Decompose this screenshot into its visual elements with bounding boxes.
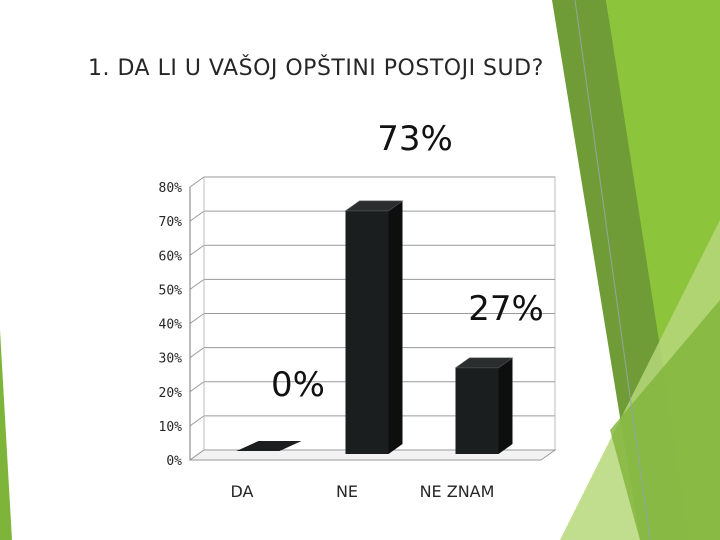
x-category-label: DA — [231, 482, 254, 501]
y-tick-label: 60% — [159, 249, 183, 264]
data-label: 27% — [468, 289, 544, 329]
slide-title: 1. DA LI U VAŠOJ OPŠTINI POSTOJI SUD? — [88, 56, 544, 81]
y-tick-label: 50% — [159, 283, 183, 298]
green-accent-bottom — [610, 300, 720, 540]
y-tick-label: 30% — [159, 352, 183, 367]
x-category-label: NE — [336, 482, 358, 501]
bar-front — [455, 367, 499, 454]
bar-layer — [236, 200, 514, 454]
bar-ne-znam — [454, 357, 514, 454]
y-tick-label: 10% — [159, 420, 183, 435]
data-label: 0% — [271, 365, 325, 405]
data-label: 73% — [377, 119, 453, 159]
bar-top — [454, 357, 514, 369]
bar-side — [388, 200, 403, 454]
y-tick-label: 40% — [159, 318, 183, 333]
bar-front — [345, 210, 389, 454]
bar-top — [344, 200, 404, 212]
x-category-label: NE ZNAM — [420, 482, 495, 501]
y-tick-label: 0% — [166, 454, 182, 469]
y-tick-label: 20% — [159, 386, 183, 401]
accent-line — [574, 0, 651, 540]
y-tick-label: 70% — [159, 215, 183, 230]
bar-flat — [236, 441, 302, 451]
green-accent-left — [0, 330, 12, 540]
y-tick-label: 80% — [159, 181, 183, 196]
label-layer: DA NE NE ZNAM 0% 73% 27% — [231, 119, 544, 501]
bar-da — [236, 441, 302, 451]
bar-ne — [344, 200, 404, 454]
bar-side — [498, 357, 513, 454]
